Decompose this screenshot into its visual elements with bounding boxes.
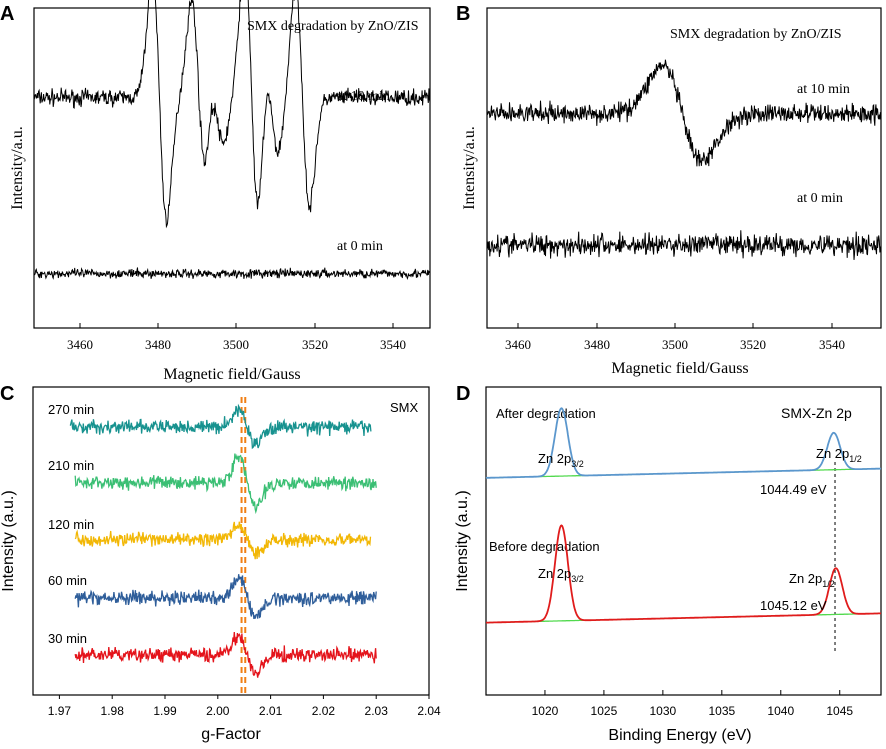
panel-b-title: SMX degradation by ZnO/ZIS — [670, 27, 841, 42]
panel-a-tick-label: 3480 — [145, 337, 171, 352]
panel-d: D After degradation SMX-Zn 2p Before deg… — [454, 383, 882, 744]
panel-c-tick-label: 2.02 — [312, 704, 336, 718]
panel-b-tick-label: 3460 — [505, 337, 531, 352]
panel-d-x-axis-label: Binding Energy (eV) — [608, 727, 751, 744]
panel-a-tick-label: 3460 — [67, 337, 93, 352]
panel-a-tick-label: 3500 — [223, 337, 249, 352]
panel-b-curve-0min — [486, 230, 881, 260]
panel-b-label-0min: at 0 min — [797, 191, 843, 206]
panel-c-frame — [32, 386, 430, 696]
panel-d-letter: D — [456, 383, 470, 405]
panel-a-title: SMX degradation by ZnO/ZIS — [247, 19, 418, 34]
panel-b-tick-label: 3520 — [740, 337, 766, 352]
panel-c-y-axis-label: Intensity (a.u.) — [0, 490, 17, 591]
panel-d-y-axis-label: Intensity (a.u.) — [454, 490, 471, 591]
panel-c-label-30min: 30 min — [48, 631, 87, 646]
panel-d-tick-label: 1035 — [708, 704, 735, 718]
panel-c-label-60min: 60 min — [48, 573, 87, 588]
panel-c-title: SMX — [390, 400, 419, 415]
panel-c-label-270min: 270 min — [48, 402, 94, 417]
panel-c-label-210min: 210 min — [48, 458, 94, 473]
panel-d-value-before: 1045.12 eV — [760, 598, 827, 613]
panel-c-curve-60min — [74, 574, 377, 620]
panel-d-title: SMX-Zn 2p — [781, 405, 852, 421]
panel-b-tick-label: 3480 — [584, 337, 610, 352]
panel-b: B SMX degradation by ZnO/ZIS at 10 min a… — [456, 3, 882, 377]
panel-a: A SMX degradation by ZnO/ZIS at 10 min a… — [0, 0, 431, 383]
panel-a-label-0min: at 0 min — [337, 239, 383, 254]
panel-a-y-axis-label: Intensity/a.u. — [9, 126, 26, 210]
panel-d-tick-label: 1025 — [591, 704, 618, 718]
panel-c-curve-30min — [74, 631, 377, 678]
panel-b-frame — [486, 7, 882, 329]
panel-a-curve-0min — [33, 267, 431, 280]
panel-c-x-ticks: 1.97 1.98 1.99 2.00 2.01 2.02 2.03 2.04 — [48, 695, 441, 718]
panel-b-tick-label: 3540 — [819, 337, 845, 352]
panel-d-tick-label: 1045 — [826, 704, 853, 718]
panel-a-tick-label: 3520 — [302, 337, 328, 352]
panel-c-series-group — [69, 403, 377, 678]
panel-d-curve-before — [486, 524, 881, 624]
panel-d-tick-label: 1040 — [767, 704, 794, 718]
panel-d-peak-label-after-32: Zn 2p3/2 — [538, 451, 584, 469]
panel-d-label-before: Before degradation — [489, 539, 600, 554]
panel-b-tick-label: 3500 — [662, 337, 688, 352]
panel-b-label-10min: at 10 min — [797, 82, 850, 97]
panel-a-frame — [33, 7, 431, 329]
panel-d-peak-label-after-12: Zn 2p1/2 — [816, 446, 862, 464]
panel-d-curve-after — [485, 407, 881, 479]
panel-a-x-ticks: 3460 3480 3500 3520 3540 — [67, 323, 406, 352]
panel-c-tick-label: 2.03 — [365, 704, 389, 718]
panel-d-peak-label-before-12: Zn 2p1/2 — [789, 571, 835, 589]
panel-c-tick-label: 2.01 — [259, 704, 283, 718]
panel-d-label-after: After degradation — [496, 406, 596, 421]
panel-b-y-axis-label: Intensity/a.u. — [461, 126, 478, 210]
panel-d-frame — [485, 386, 882, 696]
panel-d-tick-label: 1030 — [650, 704, 677, 718]
panel-c-tick-label: 1.99 — [153, 704, 177, 718]
panel-a-x-axis-label: Magnetic field/Gauss — [163, 366, 300, 383]
panel-d-tick-label: 1020 — [532, 704, 559, 718]
panel-d-value-after: 1044.49 eV — [760, 482, 827, 497]
panel-c-tick-label: 1.97 — [48, 704, 72, 718]
panel-c-tick-label: 2.00 — [206, 704, 230, 718]
panel-c-curve-210min — [74, 453, 377, 515]
panel-c-letter: C — [0, 383, 14, 405]
panel-d-x-ticks: 1020 1025 1030 1035 1040 1045 — [532, 690, 853, 718]
panel-a-letter: A — [0, 3, 14, 25]
panel-c-curve-270min — [69, 403, 372, 450]
panel-c-x-axis-label: g-Factor — [201, 726, 261, 743]
panel-b-curve-10min — [486, 59, 881, 167]
panel-c: C SMX 270 min 210 min 120 min 60 min 30 … — [0, 383, 441, 743]
panel-a-curve-10min — [33, 0, 431, 229]
panel-b-x-axis-label: Magnetic field/Gauss — [611, 360, 748, 377]
panel-c-tick-label: 2.04 — [417, 704, 441, 718]
panel-c-curve-120min — [74, 521, 372, 560]
panel-c-label-120min: 120 min — [48, 517, 94, 532]
panel-a-tick-label: 3540 — [380, 337, 406, 352]
panel-c-tick-label: 1.98 — [101, 704, 125, 718]
panel-b-x-ticks: 3460 3480 3500 3520 3540 — [505, 323, 845, 352]
panel-b-letter: B — [456, 3, 470, 25]
panel-d-peak-label-before-32: Zn 2p3/2 — [538, 566, 584, 584]
